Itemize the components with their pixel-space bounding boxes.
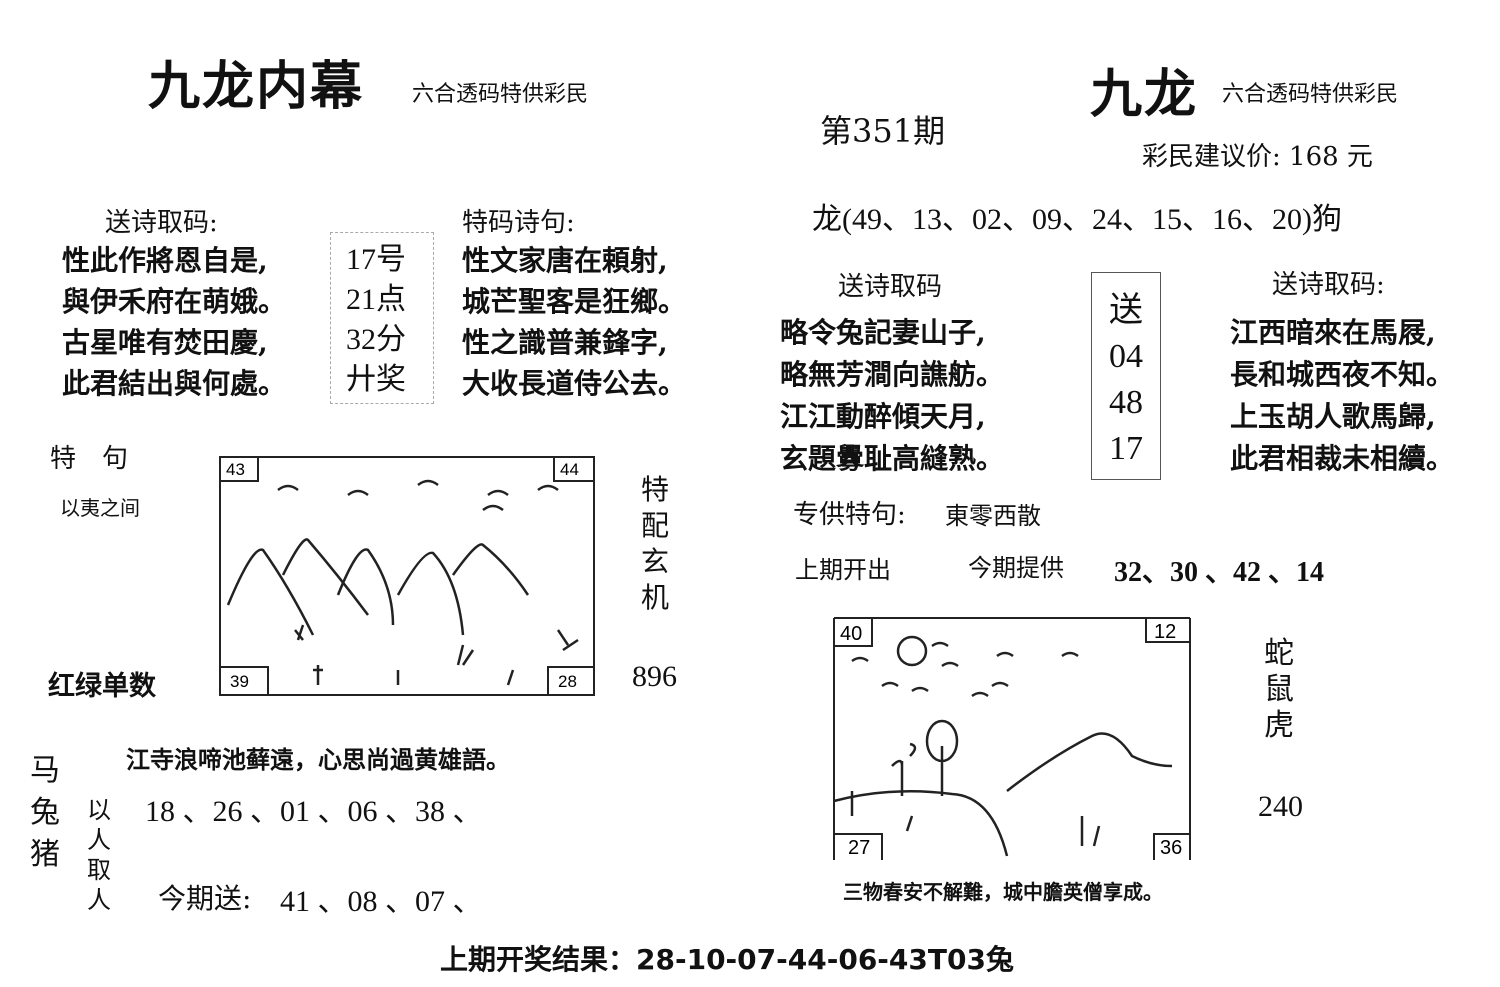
left-poem2-heading: 特码诗句: — [462, 208, 575, 238]
provide-label: 今期提供 — [968, 554, 1064, 582]
poem-line: 江江動醉傾天月, — [780, 400, 986, 433]
people-vertical: 以 人 取 人 — [84, 795, 114, 915]
poem-line: 性之識普兼鋒字, — [462, 326, 668, 359]
right-special-label: 专供特句: — [793, 500, 906, 530]
issue-number: 第351期 — [820, 112, 946, 150]
left-title: 九龙内幕 — [148, 56, 365, 117]
left-special-text: 以夷之间 — [60, 496, 140, 520]
left-side-vertical: 特 配 玄 机 — [640, 472, 670, 616]
char: 配 — [640, 509, 669, 542]
dragon-dog-line: 龙(49、13、02、09、24、15、16、20)狗 — [812, 203, 1342, 236]
red-green-label: 红绿单数 — [48, 671, 156, 702]
char: 以 — [87, 796, 111, 824]
box-line: 17号 — [346, 243, 406, 276]
box-line: 送 — [1109, 292, 1143, 329]
corner-label: 39 — [230, 672, 249, 691]
left-center-text: 17号 21点 32分 廾奖 — [346, 240, 406, 400]
char: 取 — [87, 856, 111, 884]
char: 猪 — [30, 837, 60, 872]
poem-line: 性此作將恩自是, — [62, 244, 268, 277]
provide-numbers: 32、30 、42 、14 — [1114, 557, 1325, 588]
poem-line: 江西暗來在馬屐, — [1230, 316, 1436, 349]
char: 兔 — [30, 795, 60, 830]
price: 彩民建议价: 168 元 — [1142, 142, 1373, 172]
right-poem1: 略令兔記妻山子, 略無芳澗向譙舫。 江江動醉傾天月, 玄題釁耻高縫熟。 — [780, 312, 1004, 480]
poem-line: 此君相裁未相續。 — [1230, 442, 1455, 475]
right-subtitle: 六合透码特供彩民 — [1222, 82, 1399, 107]
poem-line: 上玉胡人歌馬歸, — [1230, 400, 1436, 433]
right-center-box — [1091, 272, 1161, 480]
today-numbers: 41 、08 、07 、 — [280, 885, 483, 918]
right-landscape-picture: 40 12 27 36 — [833, 617, 1191, 860]
left-numbers-line: 18 、26 、01 、06 、38 、 — [145, 795, 483, 828]
left-subtitle: 六合透码特供彩民 — [412, 82, 589, 107]
poem-line: 此君結出與何處。 — [62, 367, 287, 400]
box-line: 04 — [1109, 338, 1143, 375]
char: 人 — [87, 886, 111, 914]
box-line: 32分 — [346, 323, 406, 356]
poem-line: 略無芳澗向譙舫。 — [780, 358, 1005, 391]
box-line: 21点 — [346, 283, 406, 316]
poem-line: 城芒聖客是狂鄉。 — [462, 285, 687, 318]
corner-label: 28 — [558, 672, 577, 691]
last-issue-label: 上期开出 — [795, 556, 891, 584]
left-landscape-picture: 43 44 39 28 — [219, 456, 595, 696]
corner-label: 40 — [840, 623, 862, 645]
left-poem2: 性文家唐在頼射, 城芒聖客是狂鄉。 性之識普兼鋒字, 大收長道侍公去。 — [462, 240, 686, 404]
poem-line: 大收長道侍公去。 — [462, 367, 687, 400]
right-side-vertical: 蛇 鼠 虎 — [1264, 636, 1294, 744]
corner-label: 44 — [560, 460, 579, 479]
char: 鼠 — [1264, 672, 1294, 707]
last-result: 上期开奖结果：28-10-07-44-06-43T03兔 — [440, 943, 1014, 976]
char: 马 — [30, 753, 60, 788]
right-poem2: 江西暗來在馬屐, 長和城西夜不知。 上玉胡人歌馬歸, 此君相裁未相續。 — [1230, 312, 1454, 480]
box-line: 17 — [1109, 430, 1143, 467]
left-poem1: 性此作將恩自是, 與伊禾府在萌娥。 古星唯有焚田慶, 此君結出與何處。 — [62, 240, 286, 404]
box-line: 廾奖 — [346, 363, 406, 396]
right-center-text: 送 04 48 17 — [1091, 288, 1161, 472]
left-center-box — [330, 232, 434, 404]
char: 蛇 — [1264, 636, 1294, 671]
right-title: 九龙 — [1090, 64, 1199, 125]
char: 特 — [640, 473, 669, 506]
left-special-label: 特 句 — [50, 444, 129, 474]
animals-vertical: 马 兔 猪 — [30, 750, 60, 876]
corner-label: 36 — [1160, 837, 1182, 859]
poem-line: 性文家唐在頼射, — [462, 244, 668, 277]
box-line: 48 — [1109, 384, 1143, 421]
right-verse: 三物春安不解難，城中膽英僧享成。 — [843, 880, 1163, 904]
char: 人 — [87, 826, 111, 854]
char: 玄 — [640, 545, 669, 578]
poem-line: 略令兔記妻山子, — [780, 316, 986, 349]
char: 虎 — [1264, 708, 1294, 743]
corner-label: 27 — [848, 837, 870, 859]
poem-line: 古星唯有焚田慶, — [62, 326, 268, 359]
right-side-number: 240 — [1258, 790, 1303, 823]
right-poem1-heading: 送诗取码 — [838, 272, 943, 302]
right-special-text: 東零西散 — [945, 502, 1041, 530]
char: 机 — [640, 581, 669, 614]
left-poem1-heading: 送诗取码: — [105, 208, 218, 238]
left-side-number: 896 — [632, 660, 677, 693]
corner-label: 43 — [226, 460, 245, 479]
right-poem2-heading: 送诗取码: — [1272, 270, 1385, 300]
corner-label: 12 — [1154, 621, 1176, 643]
poem-line: 與伊禾府在萌娥。 — [62, 285, 287, 318]
poem-line: 玄題釁耻高縫熟。 — [780, 442, 1005, 475]
left-verse: 江寺浪啼池藓遠，心思尚過黄雄語。 — [126, 745, 510, 774]
today-label: 今期送: — [158, 882, 252, 915]
poem-line: 長和城西夜不知。 — [1230, 358, 1455, 391]
